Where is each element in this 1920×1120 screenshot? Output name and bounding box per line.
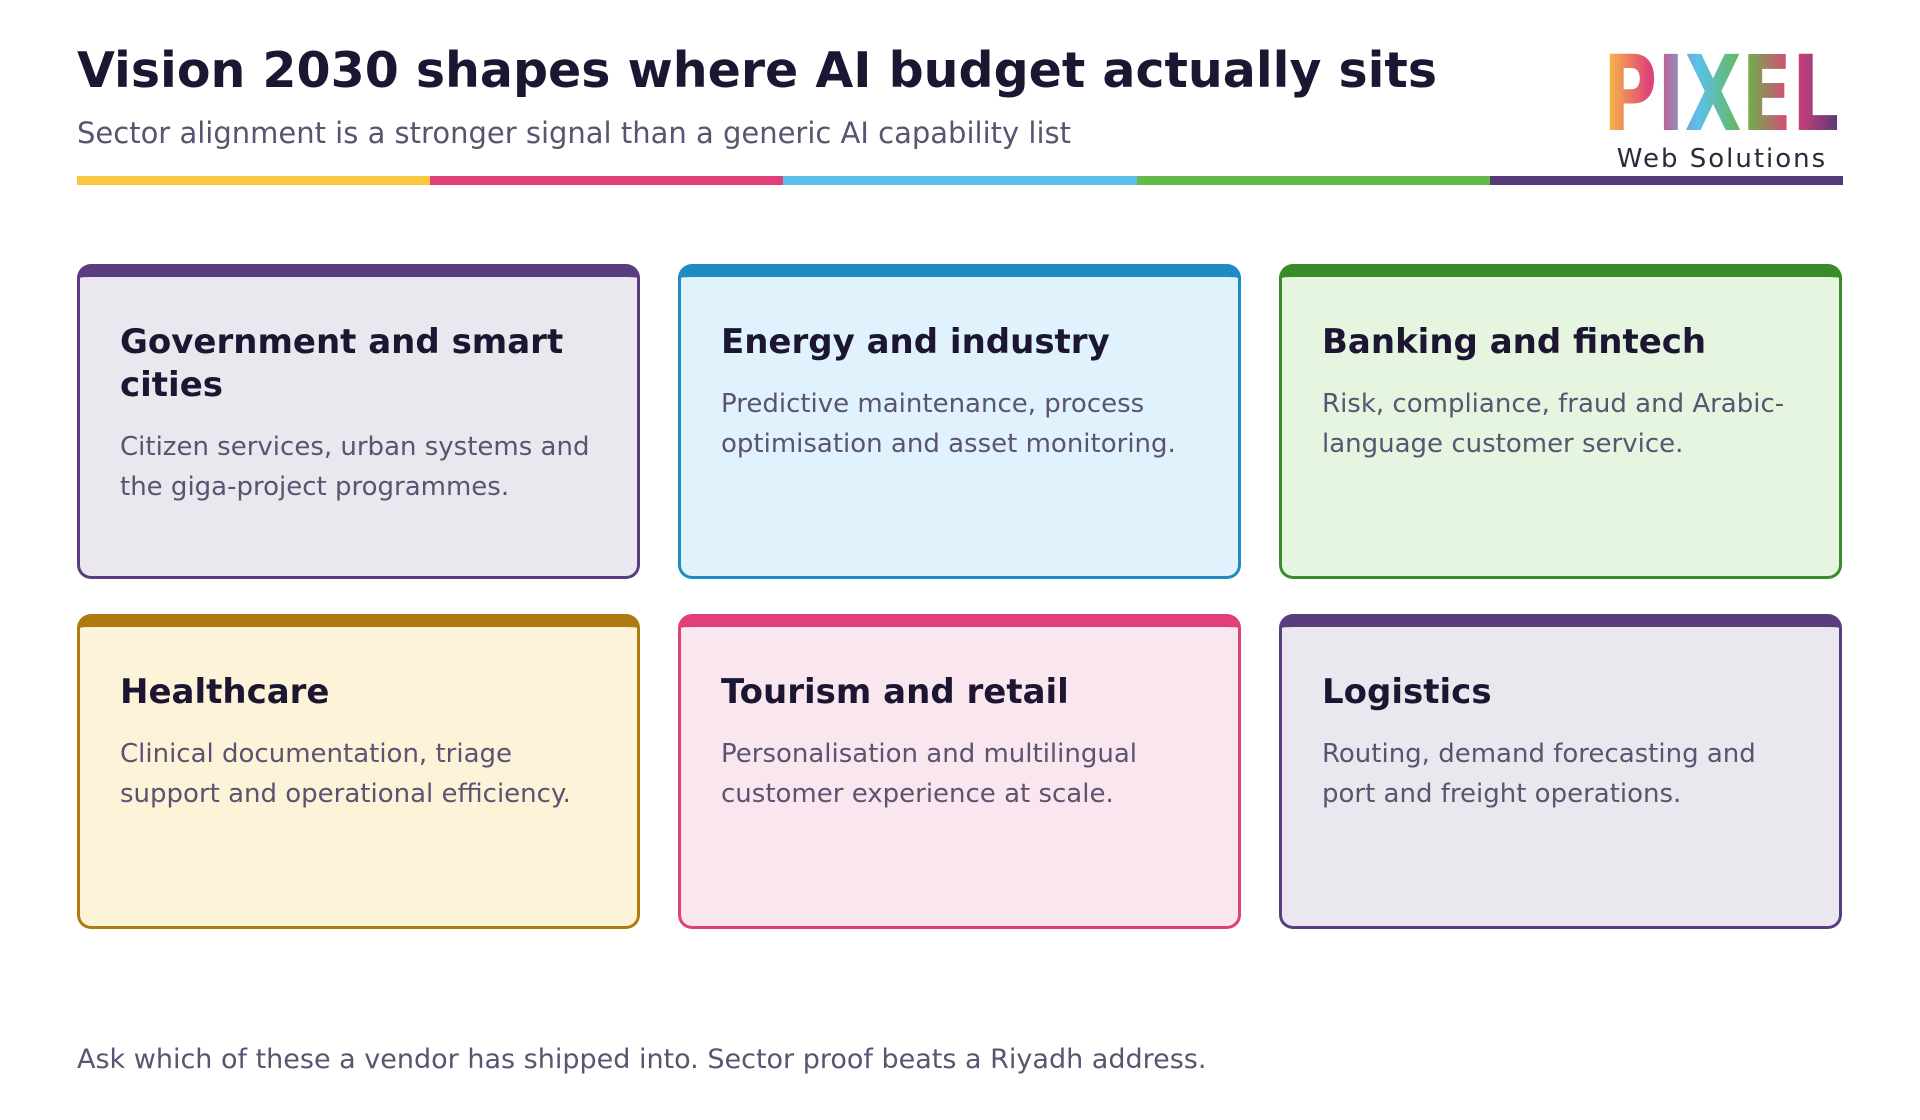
card-text: Risk, compliance, fraud and Arabic-langu… — [1322, 389, 1785, 459]
card-title: Tourism and retail — [721, 672, 1069, 712]
card-title: Energy and industry — [721, 322, 1110, 362]
footer: Ask which of these a vendor has shipped … — [77, 1044, 1207, 1075]
sector-card: Healthcare Clinical documentation, triage… — [77, 614, 640, 929]
card-text: Clinical documentation, triage support a… — [120, 739, 571, 809]
sector-card: Government and smart cities Citizen servi… — [77, 264, 640, 579]
logo: PIXEL Web Solutions — [1603, 40, 1839, 174]
card-text: Routing, demand forecasting and port and… — [1322, 739, 1756, 809]
logo-tagline: Web Solutions — [1617, 144, 1827, 174]
card-title: Government and smart cities — [120, 322, 564, 405]
color-rule — [77, 176, 1844, 185]
card-text: Citizen services, urban systems and the … — [120, 432, 590, 502]
card-title: Healthcare — [120, 672, 330, 712]
card-title: Banking and fintech — [1322, 322, 1707, 362]
sector-card: Banking and fintech Risk, compliance, fra… — [1279, 264, 1842, 579]
card-text: Personalisation and multilingual custome… — [721, 739, 1137, 809]
logo-name: PIXEL — [1603, 40, 1839, 155]
subtitle: Sector alignment is a stronger signal th… — [77, 116, 1071, 150]
title: Vision 2030 shapes where AI budget actua… — [77, 42, 1438, 99]
card-grid: Government and smart cities Citizen servi… — [77, 264, 1843, 929]
sector-card: Logistics Routing, demand forecasting and… — [1279, 614, 1842, 929]
sector-card: Energy and industry Predictive maintenanc… — [678, 264, 1241, 579]
card-text: Predictive maintenance, process optimisa… — [721, 389, 1176, 459]
sector-card: Tourism and retail Personalisation and mu… — [678, 614, 1241, 929]
card-title: Logistics — [1322, 672, 1492, 712]
